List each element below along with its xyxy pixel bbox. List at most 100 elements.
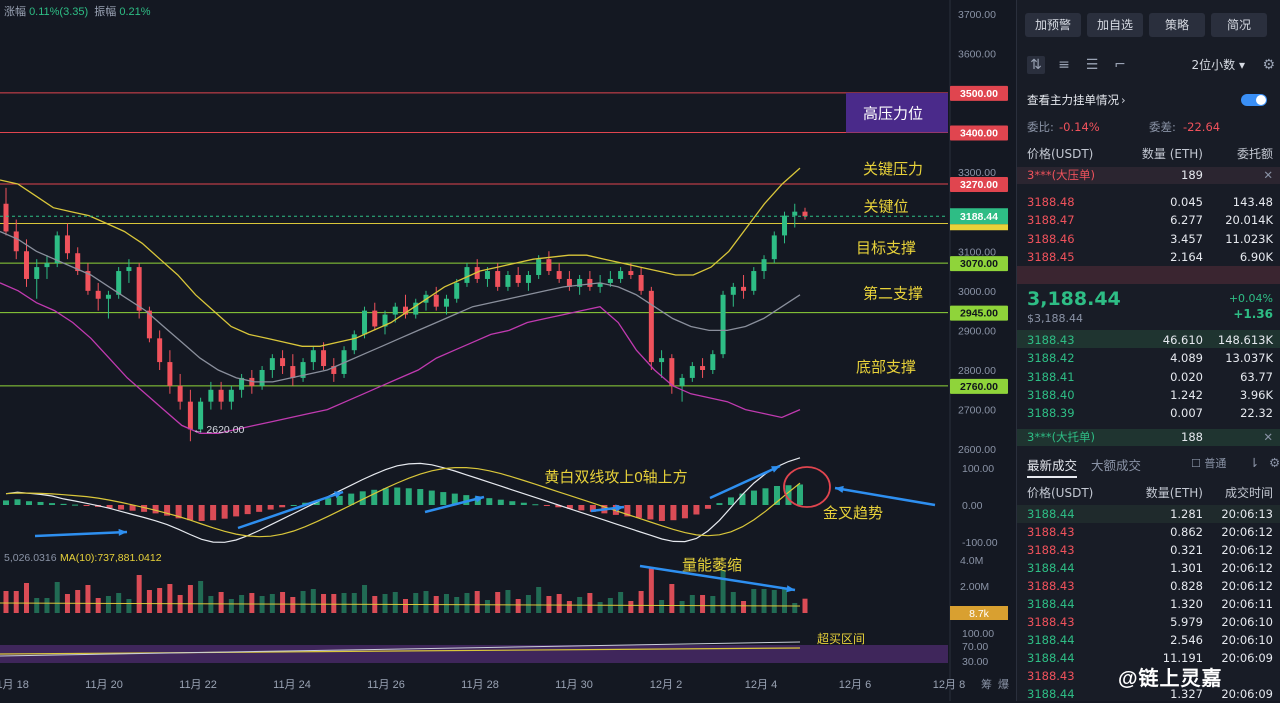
- depth-toggle[interactable]: [1241, 94, 1267, 106]
- candle-body: [85, 271, 91, 291]
- bid-row-amount: 3.96K: [1239, 387, 1273, 402]
- book-header-qty[interactable]: 数量 (ETH): [1141, 147, 1203, 161]
- candle-body: [269, 358, 275, 370]
- macd-bar: [785, 485, 792, 505]
- ask-row-amount: 6.90K: [1239, 249, 1273, 264]
- trade-row[interactable]: 3188.43 0.862 20:06:12: [1025, 523, 1275, 541]
- trade-row[interactable]: 3188.43: [1025, 667, 1275, 685]
- volume-bar: [218, 592, 224, 613]
- volume-bar: [351, 593, 357, 613]
- ask-row[interactable]: 3188.48 0.045 143.48: [1025, 193, 1275, 211]
- price-tick-label: 2700.00: [958, 405, 996, 417]
- bid-row[interactable]: 3188.42 4.089 13.037K: [1025, 349, 1275, 367]
- depth-view-icon[interactable]: ⌐: [1114, 57, 1126, 73]
- ask-row[interactable]: 3188.47 6.277 20.014K: [1025, 211, 1275, 229]
- bid-row[interactable]: 3188.40 1.242 3.96K: [1025, 386, 1275, 404]
- ask-row[interactable]: 3188.45 2.164 6.90K: [1025, 248, 1275, 266]
- big-bid-name: 3***(大托单): [1027, 430, 1096, 444]
- depth-link[interactable]: 查看主力挂单情况: [1027, 93, 1119, 107]
- overview-button[interactable]: 简况: [1211, 13, 1267, 37]
- volume-bar: [167, 584, 173, 613]
- candle-body: [351, 334, 357, 351]
- x-tick-label: 12月 2: [650, 679, 682, 691]
- add-alert-button[interactable]: 加预警: [1025, 13, 1081, 37]
- macd-bar: [417, 489, 424, 505]
- ask-row[interactable]: 3188.46 3.457 11.023K: [1025, 230, 1275, 248]
- book-header-price: 价格(USDT): [1027, 147, 1094, 161]
- bid-row[interactable]: 3188.41 0.020 63.77: [1025, 368, 1275, 386]
- volume-bar: [413, 593, 419, 613]
- level-label: 目标支撑: [856, 240, 916, 257]
- candle-body: [443, 298, 449, 307]
- depth-link-row[interactable]: 查看主力挂单情况 ›: [1025, 91, 1275, 109]
- bid-row-amount: 63.77: [1240, 369, 1273, 384]
- diff-label: 委差:: [1149, 120, 1176, 134]
- trade-row[interactable]: 3188.44 11.191 20:06:09: [1025, 649, 1275, 667]
- trade-row[interactable]: 3188.44 1.327 20:06:09: [1025, 685, 1275, 703]
- macd-bar: [118, 505, 125, 510]
- macd-bar: [543, 505, 550, 506]
- strategy-button[interactable]: 策略: [1149, 13, 1205, 37]
- volume-bar: [136, 575, 142, 613]
- big-ask-row[interactable]: 3***(大压单) 189 ✕: [1017, 167, 1280, 184]
- last-price-usd: $3,188.44: [1027, 312, 1083, 325]
- x-tick-label: 12月 8: [933, 679, 965, 691]
- normal-checkbox[interactable]: ☐ 普通: [1191, 457, 1227, 470]
- asks-view-icon[interactable]: ☰: [1085, 57, 1099, 73]
- macd-bar: [405, 488, 412, 505]
- price-tick-label: 2800.00: [958, 365, 996, 377]
- trade-row-amount: 20:06:12: [1221, 579, 1273, 593]
- bids-view-icon[interactable]: ≡: [1058, 57, 1070, 73]
- macd-bar: [440, 492, 447, 505]
- trades-header-time: 成交时间: [1224, 486, 1273, 500]
- ask-row-qty: 2.164: [1170, 249, 1203, 264]
- tab-latest-trades[interactable]: 最新成交: [1027, 455, 1078, 478]
- close-icon[interactable]: ✕: [1263, 168, 1273, 182]
- book-header-amount[interactable]: 委托额: [1236, 147, 1273, 161]
- candle-body: [669, 358, 675, 386]
- chart-area[interactable]: 3700.003600.003300.003200.003100.003000.…: [0, 0, 1012, 701]
- close-icon[interactable]: ✕: [1263, 430, 1273, 444]
- add-watchlist-button[interactable]: 加自选: [1087, 13, 1143, 37]
- kdj-annotation: 超买区间: [817, 631, 865, 646]
- decimals-select[interactable]: 2位小数 ▾: [1192, 56, 1246, 74]
- trade-row[interactable]: 3188.43 5.979 20:06:10: [1025, 613, 1275, 631]
- settings-gear-icon[interactable]: ⚙: [1269, 455, 1280, 470]
- macd-bar: [716, 503, 723, 505]
- trade-row[interactable]: 3188.44 1.320 20:06:11: [1025, 595, 1275, 613]
- candle-body: [3, 203, 9, 232]
- trend-arrow-head: [475, 495, 484, 503]
- trade-row[interactable]: 3188.44 1.281 20:06:13: [1025, 505, 1275, 523]
- volume-bar: [792, 603, 798, 613]
- trade-row[interactable]: 3188.44 2.546 20:06:10: [1025, 631, 1275, 649]
- sort-icon[interactable]: ⇂: [1249, 455, 1260, 470]
- candle-body: [239, 377, 245, 390]
- trend-arrow-head: [118, 528, 127, 536]
- trade-row[interactable]: 3188.43 0.321 20:06:12: [1025, 541, 1275, 559]
- settings-gear-icon[interactable]: ⚙: [1262, 57, 1275, 73]
- golden-cross-annotation: 金叉趋势: [823, 505, 883, 522]
- trade-row[interactable]: 3188.43 0.828 20:06:12: [1025, 577, 1275, 595]
- volume-bar: [198, 581, 204, 613]
- macd-bar: [72, 504, 79, 506]
- candle-body: [75, 253, 81, 272]
- trend-arrow-head: [615, 504, 624, 512]
- candle-body: [474, 267, 480, 279]
- macd-bar: [773, 486, 780, 505]
- x-tick-label: 12月 4: [745, 679, 777, 691]
- bid-row[interactable]: 3188.39 0.007 22.32: [1025, 404, 1275, 422]
- trade-row-price: 3188.43: [1027, 615, 1075, 629]
- trade-row[interactable]: 3188.44 1.301 20:06:12: [1025, 559, 1275, 577]
- bid-row[interactable]: 3188.43 46.610 148.613K: [1025, 331, 1275, 349]
- volume-bar: [392, 592, 398, 613]
- chevron-down-icon: ▾: [1238, 58, 1245, 72]
- candle-body: [546, 259, 552, 272]
- tab-large-trades[interactable]: 大额成交: [1091, 458, 1142, 473]
- both-sides-view-icon[interactable]: ⇅: [1027, 56, 1045, 74]
- candle-body: [413, 302, 419, 315]
- candle-body: [126, 267, 132, 272]
- best-ask-highlight: [1017, 266, 1280, 284]
- level-tag-label: 2760.00: [960, 381, 998, 393]
- big-bid-row[interactable]: 3***(大托单) 188 ✕: [1017, 429, 1280, 446]
- trades-header-qty[interactable]: 数量(ETH): [1145, 486, 1203, 500]
